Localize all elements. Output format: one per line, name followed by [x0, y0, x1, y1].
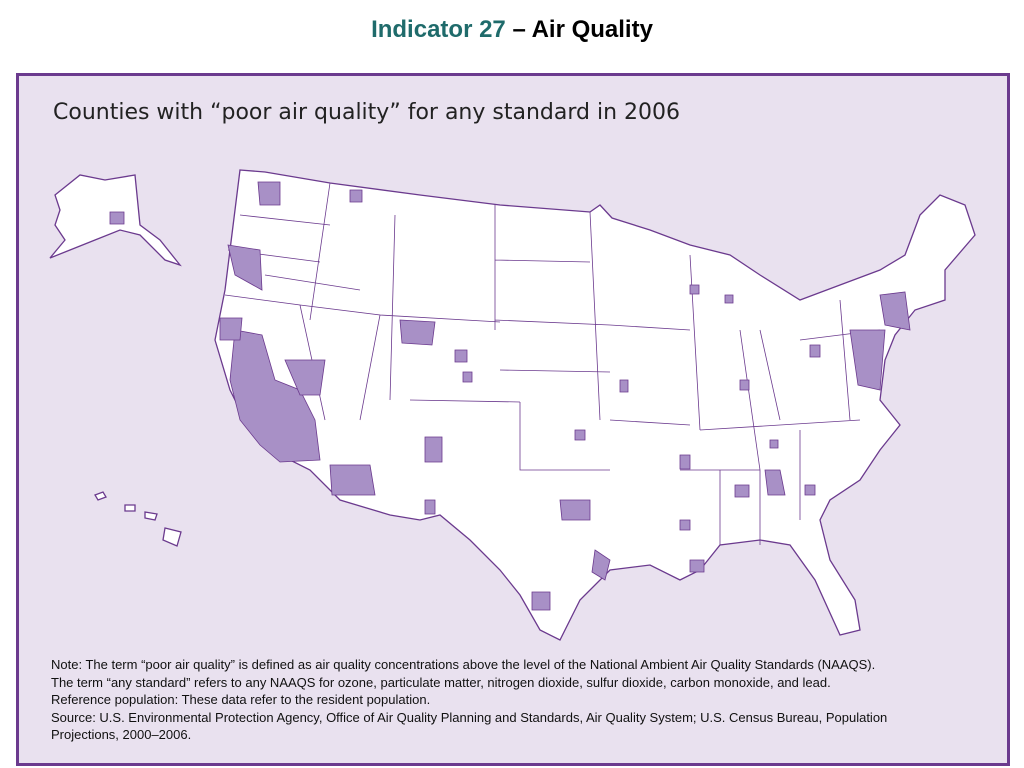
county-cluster [591, 549, 611, 581]
county-cluster [559, 499, 591, 521]
us-map [49, 169, 976, 641]
county-cluster [424, 436, 443, 463]
indicator: Indicator 27 [371, 16, 506, 43]
county-cluster [229, 329, 321, 463]
county-cluster [849, 329, 886, 391]
county-cluster [219, 317, 243, 341]
county-cluster [531, 591, 551, 611]
county-cluster [257, 181, 281, 206]
note-line: Reference population: These data refer t… [51, 692, 431, 707]
hawaii [94, 491, 182, 547]
slide-title: Indicator 27 – Air Quality [0, 16, 1024, 44]
note-line: Source: U.S. Environmental Protection Ag… [51, 709, 888, 725]
county-cluster [329, 464, 376, 496]
notes: Note: The term “poor air quality” is def… [51, 656, 887, 744]
note-line: Note: The term “poor air quality” is def… [51, 657, 876, 672]
county-cluster [227, 244, 263, 291]
state-lines [224, 182, 881, 545]
note-line: The term “any standard” refers to any NA… [51, 674, 831, 690]
county-cluster [764, 469, 786, 496]
county [109, 189, 821, 573]
county-cluster [879, 291, 911, 331]
topic: – Air Quality [512, 16, 653, 43]
note-line: Projections, 2000–2006. [51, 727, 192, 742]
county-cluster [399, 319, 436, 346]
map-panel: Counties with “poor air quality” for any… [16, 73, 1010, 766]
us-outline [214, 169, 976, 641]
map-title: Counties with “poor air quality” for any… [53, 100, 680, 125]
poor-air-counties [109, 181, 911, 611]
county-cluster [284, 359, 326, 396]
